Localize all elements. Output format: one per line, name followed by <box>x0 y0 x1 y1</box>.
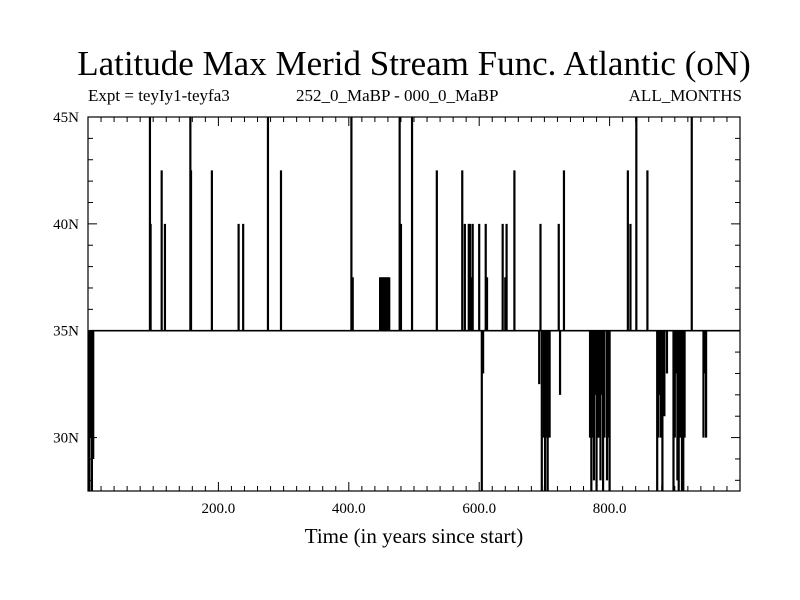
chart-subtitle-center: 252_0_MaBP - 000_0_MaBP <box>296 86 499 105</box>
chart-subtitle-left: Expt = teyIy1-teyfa3 <box>88 86 230 105</box>
y-tick-label: 35N <box>53 324 79 340</box>
plot-layer <box>88 117 740 491</box>
y-tick-label: 30N <box>53 431 79 447</box>
x-tick-label: 400.0 <box>332 501 366 517</box>
x-tick-label: 200.0 <box>202 501 236 517</box>
y-tick-label: 45N <box>53 110 79 126</box>
x-tick-label: 800.0 <box>593 501 627 517</box>
chart-title: Latitude Max Merid Stream Func. Atlantic… <box>77 44 751 83</box>
y-tick-label: 40N <box>53 217 79 233</box>
chart-subtitle-right: ALL_MONTHS <box>628 86 742 105</box>
x-tick-label: 600.0 <box>462 501 496 517</box>
axis-layer: 200.0 400.0 600.0 800.0 30N 35N 40N 45N <box>53 110 741 517</box>
plot-frame <box>87 116 741 492</box>
x-axis-label: Time (in years since start) <box>304 524 524 548</box>
